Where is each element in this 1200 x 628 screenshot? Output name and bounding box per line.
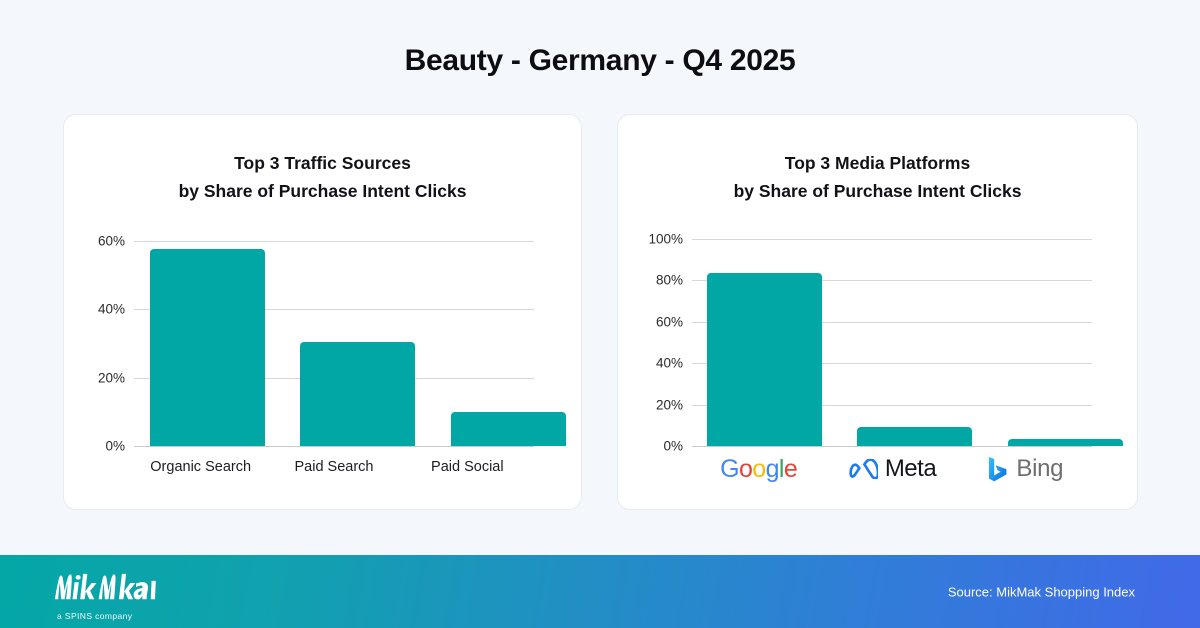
google-letter-g2: g — [765, 454, 780, 483]
media-platforms-x-axis: Google Meta — [692, 452, 1092, 486]
ytick-label-80: 80% — [655, 272, 683, 288]
google-letter-l: l — [778, 454, 785, 483]
google-logo: Google — [720, 454, 798, 483]
traffic-sources-plot: 60% 40% 20% 0% Organic Search Paid Searc… — [98, 234, 566, 475]
bing-b-icon — [989, 457, 1007, 482]
gridline-60 — [134, 241, 534, 242]
bar-organic-search[interactable] — [149, 248, 265, 446]
traffic-sources-x-axis: Organic Search Paid Search Paid Social — [134, 459, 534, 475]
gridline-60 — [692, 321, 1092, 323]
gridline-40 — [134, 309, 534, 311]
media-platforms-card: Top 3 Media Platforms by Share of Purcha… — [617, 114, 1138, 510]
ytick-label-100: 100% — [648, 231, 683, 247]
ytick-label-0: 0% — [105, 438, 125, 454]
xlabel-bing: Bing — [959, 452, 1092, 486]
google-letter-g: G — [720, 454, 739, 483]
footer-bar: a SPINS company Source: MikMak Shopping … — [0, 555, 1200, 628]
traffic-sources-chart-title: Top 3 Traffic Sources by Share of Purcha… — [178, 153, 467, 202]
source-attribution: Source: MikMak Shopping Index — [947, 584, 1135, 599]
page-title: Beauty - Germany - Q4 2025 — [404, 44, 796, 77]
ytick-label-0: 0% — [663, 438, 683, 454]
bing-logo: Bing — [987, 455, 1064, 483]
bar-paid-search[interactable] — [299, 341, 415, 446]
ytick-label-20: 20% — [97, 370, 125, 386]
bar-google[interactable] — [707, 273, 822, 446]
xlabel-paid-search: Paid Search — [294, 459, 374, 475]
bar-bing[interactable] — [1008, 438, 1123, 446]
mikmak-tagline: a SPINS company — [57, 611, 133, 621]
bing-label: Bing — [1016, 455, 1064, 482]
ytick-label-20: 20% — [655, 397, 683, 413]
xlabel-paid-social: Paid Social — [431, 459, 504, 475]
gridline-80 — [692, 280, 1092, 282]
gridline-20 — [692, 404, 1092, 406]
bar-paid-social[interactable] — [451, 411, 566, 446]
xlabel-meta: Meta — [825, 452, 958, 486]
mikmak-logo — [54, 573, 156, 600]
google-letter-e: e — [783, 454, 798, 483]
ytick-label-60: 60% — [97, 233, 125, 249]
ytick-label-40: 40% — [655, 355, 683, 371]
google-letter-o1: o — [738, 454, 753, 483]
bar-meta[interactable] — [857, 427, 972, 446]
meta-label: Meta — [884, 455, 937, 482]
ytick-label-60: 60% — [655, 314, 683, 330]
gridline-100 — [692, 239, 1092, 240]
traffic-sources-card: Top 3 Traffic Sources by Share of Purcha… — [63, 114, 582, 510]
gridline-0 — [134, 446, 534, 447]
gridline-0 — [692, 446, 1092, 447]
gridline-40 — [692, 363, 1092, 365]
ytick-label-40: 40% — [97, 301, 125, 317]
media-platforms-plot: 100% 80% 60% 40% 20% 0% Google — [648, 232, 1123, 482]
xlabel-organic-search: Organic Search — [150, 459, 252, 475]
xlabel-google: Google — [692, 452, 825, 486]
google-letter-o2: o — [752, 454, 766, 483]
meta-infinity-icon — [849, 459, 878, 479]
media-platforms-chart-title: Top 3 Media Platforms by Share of Purcha… — [733, 153, 1022, 202]
meta-logo: Meta — [848, 455, 937, 483]
